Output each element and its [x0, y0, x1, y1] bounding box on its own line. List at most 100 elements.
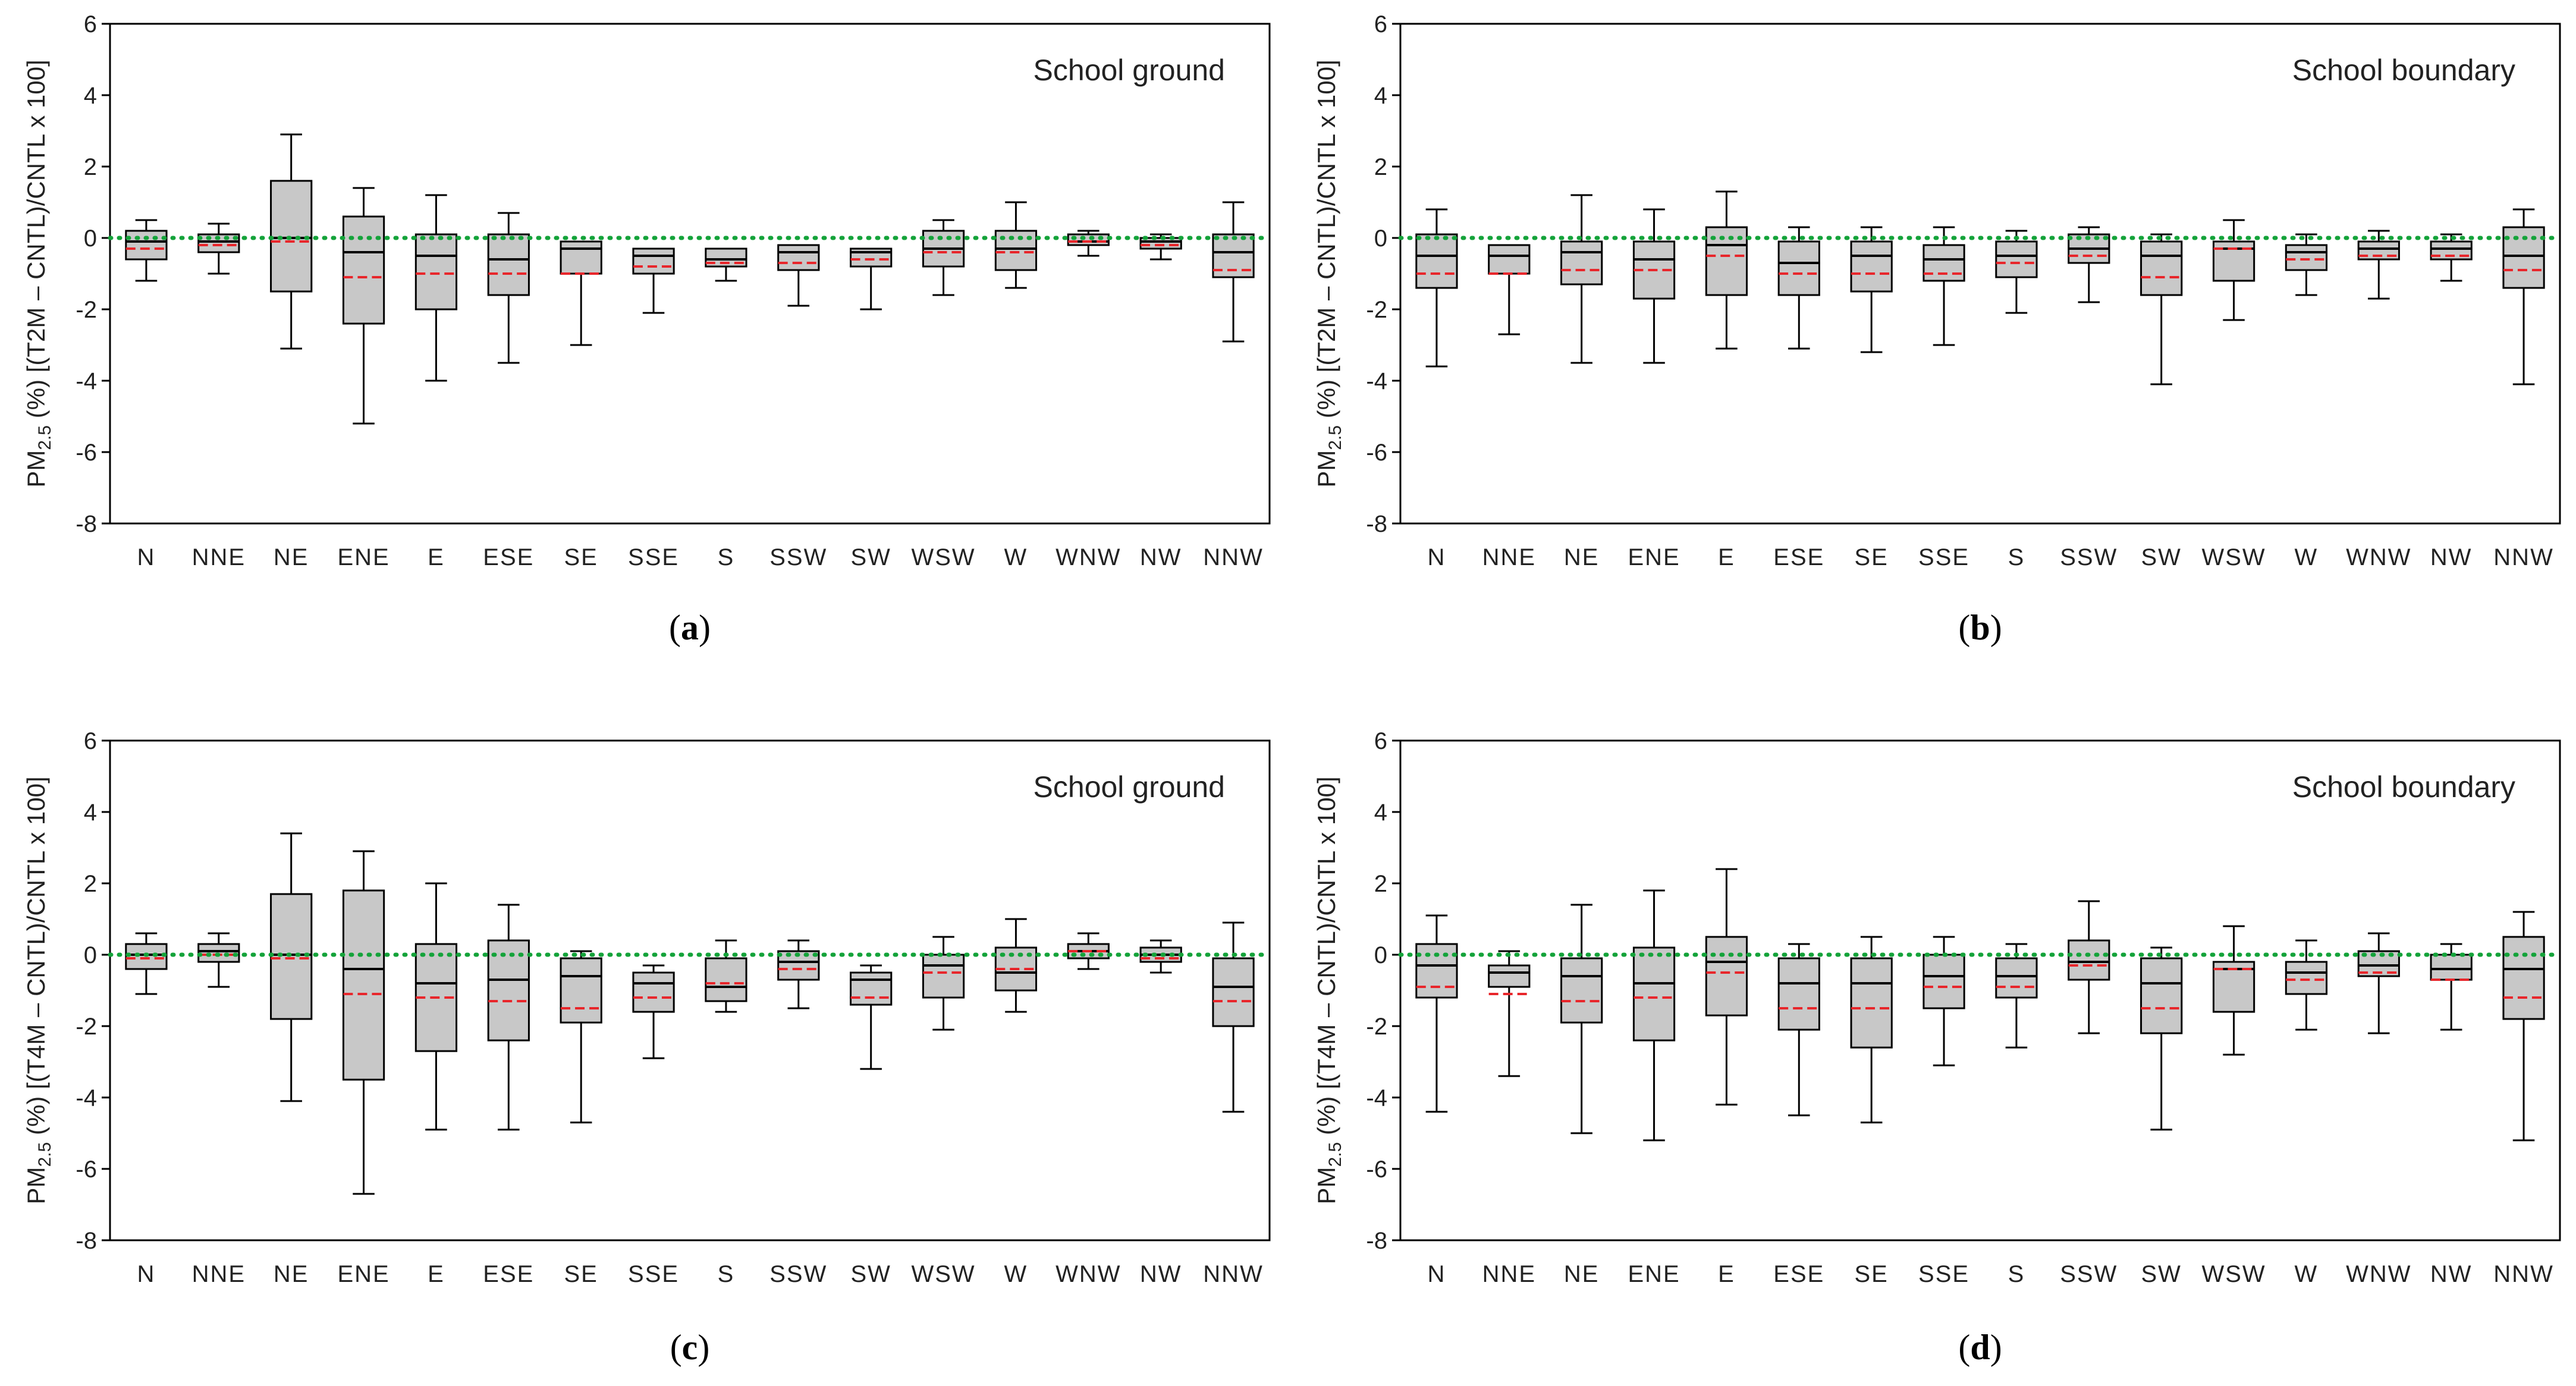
x-tick-label: ESE — [483, 544, 534, 570]
x-tick-label: NW — [1140, 1261, 1182, 1287]
panel-label: (a) — [669, 608, 711, 647]
box-iqr — [1705, 936, 1748, 1017]
box-WSW — [2212, 219, 2255, 321]
panel-label-letter: a — [681, 608, 699, 647]
y-tick-label: -2 — [76, 1014, 97, 1040]
y-tick-label: -6 — [76, 1156, 97, 1183]
x-tick-label: SW — [2141, 544, 2181, 570]
x-tick-label: E — [1718, 1261, 1735, 1287]
box-NW — [2430, 233, 2473, 282]
y-axis-label-part: PM — [22, 450, 50, 488]
y-tick-label: 0 — [1374, 225, 1387, 252]
x-tick-label: N — [137, 1261, 155, 1287]
x-tick-label: NNE — [1482, 1261, 1536, 1287]
y-axis-label: PM2.5 (%) [(T4M – CNTL)/CNTL x 100] — [22, 776, 55, 1204]
y-tick-label: -8 — [76, 511, 97, 537]
box-iqr — [342, 889, 385, 1081]
plot-frame — [1399, 23, 2561, 525]
box-ESE — [487, 212, 530, 364]
x-tick-label: WNW — [2346, 544, 2411, 570]
box-SE — [560, 240, 602, 346]
box-ESE — [1777, 226, 1820, 350]
box-S — [705, 939, 747, 1013]
panel-c: -8 -6 -4 -2 0 2 4 6 PM2.5 (%) [(T4M – CNTL)/CNTL… — [22, 728, 1272, 1367]
plot-frame — [109, 23, 1271, 525]
box-N — [125, 219, 168, 282]
panel-label-paren: ( — [1958, 608, 1970, 647]
y-tick-label: 4 — [1374, 83, 1387, 109]
box-iqr — [850, 971, 893, 1006]
box-NNE — [197, 932, 240, 988]
x-tick-label: S — [2008, 1261, 2025, 1287]
y-axis-label-part: PM — [1312, 1167, 1340, 1205]
box-NNW — [1212, 201, 1255, 343]
box-SSE — [1922, 226, 1965, 346]
x-tick-label: W — [1004, 1261, 1028, 1287]
box-iqr — [414, 233, 458, 311]
y-tick-label: -4 — [1366, 1085, 1387, 1111]
x-tick-label: WSW — [2201, 1261, 2266, 1287]
box-NE — [1560, 904, 1603, 1134]
box-NW — [2430, 943, 2473, 1031]
x-tick-label: E — [428, 544, 445, 570]
box-iqr — [1632, 946, 1676, 1042]
box-iqr — [2502, 936, 2545, 1020]
box-E — [1705, 190, 1748, 350]
box-iqr — [1560, 957, 1603, 1024]
x-tick-label: SE — [1855, 1261, 1889, 1287]
box-SE — [1850, 226, 1893, 353]
x-tick-label: NE — [274, 1261, 309, 1287]
box-iqr — [487, 939, 530, 1042]
panel-annotation: School boundary — [2292, 54, 2515, 87]
plot-frame — [1399, 739, 2561, 1241]
y-tick-label: 0 — [1374, 942, 1387, 968]
box-N — [125, 932, 168, 995]
box-iqr — [1922, 244, 1965, 282]
box-W — [994, 918, 1038, 1013]
box-SE — [560, 950, 602, 1124]
x-tick-label: SSW — [769, 544, 827, 570]
x-tick-label: SSE — [1918, 544, 1969, 570]
y-tick-label: -8 — [1366, 511, 1387, 537]
box-NNE — [1488, 244, 1531, 335]
y-axis-label-part: (%) [(T2M – CNTL)/CNTL x 100] — [22, 59, 50, 425]
box-iqr — [2068, 939, 2110, 981]
panel-a: -8 -6 -4 -2 0 2 4 6 PM2.5 (%) [(T2M – CNTL)/CNTL… — [22, 11, 1272, 647]
panel-label-paren: ) — [699, 608, 711, 647]
x-tick-label: NNW — [1203, 544, 1264, 570]
x-tick-label: ESE — [1773, 544, 1824, 570]
y-axis-label-part: (%) [(T4M – CNTL)/CNTL x 100] — [1312, 776, 1340, 1142]
panel-label-letter: c — [682, 1328, 698, 1367]
y-tick-label: -2 — [76, 297, 97, 323]
y-axis-label-subscript: 2.5 — [1325, 1142, 1345, 1167]
panel-label-paren: ) — [698, 1328, 709, 1367]
box-NNE — [1488, 950, 1531, 1077]
box-E — [1705, 868, 1748, 1106]
box-N — [1415, 208, 1458, 368]
box-E — [414, 194, 458, 382]
y-axis-label-part: (%) [(T2M – CNTL)/CNTL x 100] — [1312, 59, 1340, 425]
box-W — [994, 201, 1038, 289]
box-iqr — [1415, 233, 1458, 289]
x-tick-label: W — [1004, 544, 1028, 570]
x-tick-label: N — [137, 544, 155, 570]
box-ENE — [342, 187, 385, 425]
x-tick-label: E — [1718, 544, 1735, 570]
box-S — [1995, 943, 2038, 1049]
box-WNW — [2357, 230, 2400, 300]
y-tick-label: 6 — [1374, 728, 1387, 754]
box-SW — [850, 964, 893, 1070]
box-iqr — [2140, 240, 2183, 296]
box-ENE — [1632, 889, 1676, 1142]
x-tick-label: ESE — [483, 1261, 534, 1287]
y-tick-label: -4 — [1366, 368, 1387, 394]
x-tick-label: NNE — [192, 1261, 246, 1287]
y-axis-label-part: PM — [22, 1167, 50, 1205]
box-WSW — [2212, 925, 2255, 1056]
x-tick-label: SSE — [628, 1261, 679, 1287]
x-tick-label: WNW — [1055, 544, 1121, 570]
x-tick-label: SE — [564, 1261, 598, 1287]
y-tick-label: -4 — [76, 1085, 97, 1111]
panel-d: -8 -6 -4 -2 0 2 4 6 PM2.5 (%) [(T4M – CNTL)/CNTL… — [1312, 728, 2562, 1367]
x-tick-label: SSW — [2060, 544, 2118, 570]
